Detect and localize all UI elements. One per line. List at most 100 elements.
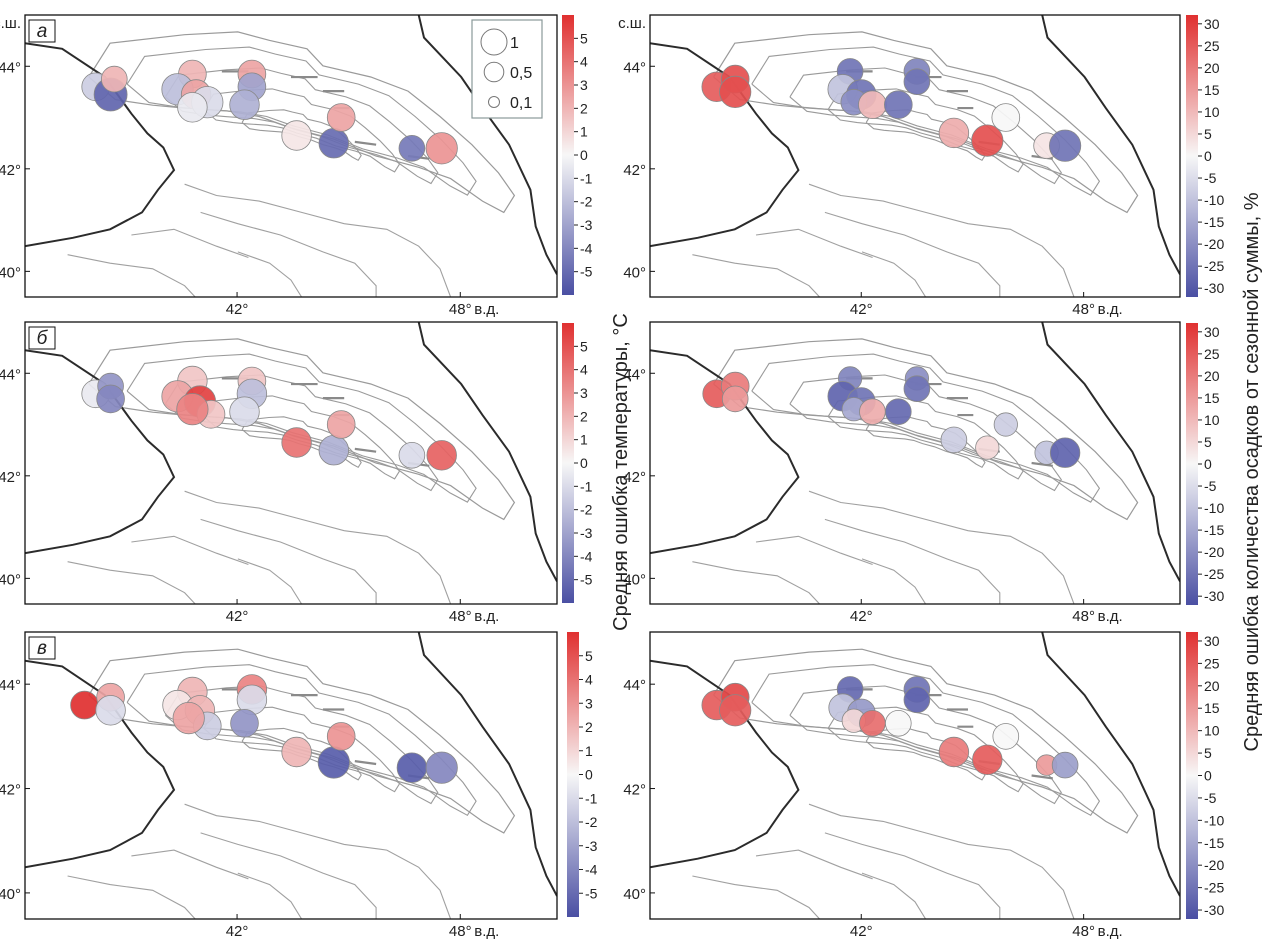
station-marker bbox=[884, 709, 912, 737]
precipitation-colorbar-tick-label: 5 bbox=[1204, 745, 1212, 761]
black-sea-coastline bbox=[25, 349, 176, 555]
lon-tick-label: 48° bbox=[1072, 608, 1095, 625]
station-marker bbox=[884, 398, 912, 426]
precipitation-colorbar-tick-label: -30 bbox=[1204, 902, 1224, 918]
contour-mark bbox=[354, 760, 377, 766]
station-marker bbox=[281, 736, 312, 768]
black-sea-coastline bbox=[25, 42, 176, 248]
contour-line bbox=[164, 374, 439, 492]
contour-line bbox=[200, 211, 377, 297]
temperature-colorbar-tick-label: 0 bbox=[580, 147, 588, 163]
station-marker bbox=[993, 412, 1018, 437]
contour-line bbox=[861, 251, 927, 297]
station-marker bbox=[1049, 129, 1082, 162]
contour-line bbox=[200, 832, 377, 919]
temperature-colorbar bbox=[562, 323, 574, 603]
station-marker bbox=[326, 722, 356, 751]
contour-line bbox=[203, 706, 401, 793]
station-marker bbox=[992, 723, 1020, 750]
precipitation-colorbar-label: Средняя ошибка количества осадков от сез… bbox=[1241, 192, 1263, 751]
map-background bbox=[25, 322, 557, 604]
precipitation-colorbar-tick-label: -5 bbox=[1204, 790, 1217, 806]
precipitation-colorbar-tick-label: 10 bbox=[1204, 104, 1220, 120]
contour-line bbox=[692, 875, 821, 919]
precipitation-colorbar-tick-label: -5 bbox=[1204, 170, 1217, 186]
east-longitude-label: в.д. bbox=[1098, 608, 1123, 625]
contour-line bbox=[861, 558, 927, 604]
map-background bbox=[25, 15, 557, 297]
lat-tick-label: 40° bbox=[623, 264, 646, 281]
lat-tick-label: 42° bbox=[0, 162, 21, 179]
precipitation-colorbar-tick-label: 15 bbox=[1204, 700, 1220, 716]
temperature-colorbar-tick-label: 1 bbox=[580, 432, 588, 448]
station-marker bbox=[318, 435, 350, 466]
caspian-sea-coastline bbox=[1041, 15, 1180, 275]
contour-line bbox=[164, 67, 439, 185]
temperature-colorbar-tick-label: -1 bbox=[580, 478, 593, 494]
precipitation-colorbar bbox=[1186, 323, 1198, 605]
temperature-colorbar-tick-label: 2 bbox=[580, 100, 588, 116]
contour-line bbox=[824, 518, 1001, 604]
station-marker bbox=[719, 75, 752, 109]
lat-tick-label: 44° bbox=[0, 366, 21, 383]
precipitation-colorbar-tick-label: -30 bbox=[1204, 588, 1224, 604]
temperature-colorbar-tick-label: -4 bbox=[585, 862, 598, 878]
contour-line bbox=[865, 109, 986, 162]
precipitation-colorbar-tick-label: 20 bbox=[1204, 678, 1220, 694]
contour-line bbox=[808, 490, 1075, 604]
lat-tick-label: 44° bbox=[0, 59, 21, 76]
temperature-colorbar-tick-label: -2 bbox=[580, 194, 593, 210]
precipitation-colorbar bbox=[1186, 15, 1198, 297]
map-frame bbox=[649, 321, 1181, 605]
precipitation-colorbar-tick-label: -15 bbox=[1204, 835, 1224, 851]
precipitation-colorbar-tick-label: -15 bbox=[1204, 214, 1224, 230]
lat-tick-label: 40° bbox=[0, 571, 21, 588]
precipitation-colorbar-tick-label: -5 bbox=[1204, 478, 1217, 494]
lat-tick-label: 40° bbox=[623, 886, 646, 903]
north-latitude-label: с.ш. bbox=[0, 15, 21, 32]
precipitation-colorbar-tick-label: 25 bbox=[1204, 38, 1220, 54]
map-frame bbox=[649, 14, 1181, 298]
lon-tick-label: 42° bbox=[226, 608, 249, 625]
station-marker bbox=[903, 375, 931, 403]
size-legend-marker bbox=[483, 61, 505, 83]
black-sea-coastline bbox=[650, 659, 800, 869]
lat-tick-label: 42° bbox=[623, 782, 646, 799]
temperature-colorbar-tick-label: 4 bbox=[580, 362, 588, 378]
lon-tick-label: 48° bbox=[1072, 923, 1095, 940]
lat-tick-label: 44° bbox=[623, 366, 646, 383]
lon-tick-label: 42° bbox=[850, 923, 873, 940]
precipitation-colorbar-tick-label: 5 bbox=[1204, 126, 1212, 142]
station-marker bbox=[230, 708, 259, 738]
temperature-colorbar-tick-label: 3 bbox=[580, 385, 588, 401]
map-background bbox=[25, 632, 557, 919]
station-marker bbox=[719, 694, 752, 727]
contour-line bbox=[824, 211, 1001, 297]
precipitation-colorbar-tick-label: 30 bbox=[1204, 324, 1220, 340]
temperature-colorbar-tick-label: 0 bbox=[580, 455, 588, 471]
precipitation-colorbar-tick-label: 15 bbox=[1204, 390, 1220, 406]
temperature-colorbar-tick-label: 4 bbox=[580, 54, 588, 70]
temperature-colorbar-tick-label: -3 bbox=[580, 217, 593, 233]
caspian-sea-coastline bbox=[417, 632, 557, 897]
contour-line bbox=[203, 88, 401, 173]
temperature-colorbar-tick-label: 3 bbox=[580, 77, 588, 93]
precipitation-colorbar-tick-label: -10 bbox=[1204, 812, 1224, 828]
caspian-sea-coastline bbox=[417, 15, 557, 275]
caspian-sea-coastline bbox=[1041, 322, 1180, 582]
station-marker bbox=[721, 385, 749, 413]
station-marker bbox=[859, 398, 886, 426]
contour-line bbox=[861, 872, 927, 919]
lat-tick-label: 40° bbox=[0, 264, 21, 281]
contour-line bbox=[200, 518, 377, 604]
contour-line bbox=[67, 254, 196, 297]
station-marker bbox=[398, 441, 426, 469]
east-longitude-label: в.д. bbox=[474, 923, 499, 940]
contour-mark bbox=[1031, 774, 1053, 780]
station-marker bbox=[318, 127, 350, 159]
precipitation-colorbar-tick-label: 0 bbox=[1204, 148, 1212, 164]
station-marker bbox=[975, 435, 1000, 460]
lon-tick-label: 48° bbox=[449, 608, 472, 625]
station-marker bbox=[883, 90, 913, 119]
station-marker bbox=[1049, 437, 1081, 468]
